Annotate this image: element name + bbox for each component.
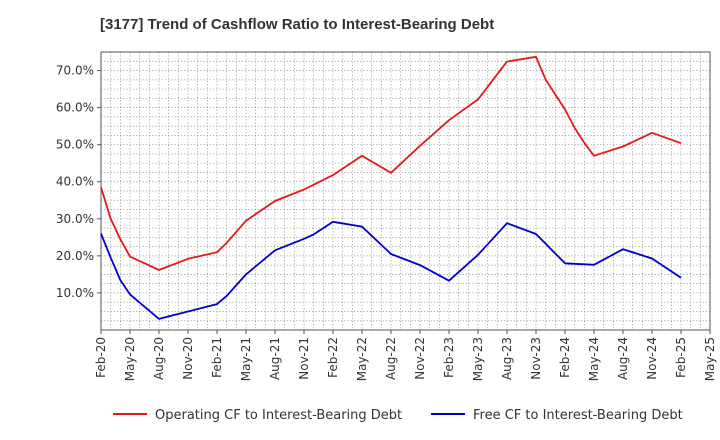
y-tick-label: 70.0% xyxy=(56,64,94,78)
x-tick-label: Feb-24 xyxy=(558,337,572,378)
y-tick-label: 10.0% xyxy=(56,286,94,300)
x-tick-label: Aug-23 xyxy=(500,337,514,380)
x-tick-label: Feb-23 xyxy=(442,337,456,378)
x-tick-label: Feb-22 xyxy=(326,337,340,378)
legend-label: Operating CF to Interest-Bearing Debt xyxy=(155,408,402,423)
y-tick-label: 50.0% xyxy=(56,138,94,152)
legend-label: Free CF to Interest-Bearing Debt xyxy=(473,408,683,423)
x-tick-label: May-20 xyxy=(123,337,137,381)
x-tick-label: Nov-20 xyxy=(181,337,195,380)
x-tick-label: Aug-20 xyxy=(152,337,166,380)
x-axis: Feb-20 May-20 Aug-20 Nov-20 Feb-21 May-21 Aug-… xyxy=(94,330,717,381)
chart-title: [3177] Trend of Cashflow Ratio to Intere… xyxy=(100,16,494,33)
y-tick-label: 40.0% xyxy=(56,175,94,189)
x-tick-label: Feb-25 xyxy=(674,337,688,378)
x-tick-label: Nov-22 xyxy=(413,337,427,380)
x-tick-label: May-21 xyxy=(239,337,253,381)
x-tick-label: Aug-22 xyxy=(384,337,398,380)
legend: Operating CF to Interest-Bearing Debt Fre… xyxy=(113,408,683,423)
x-tick-label: Aug-21 xyxy=(268,337,282,380)
x-tick-label: Nov-21 xyxy=(297,337,311,380)
y-axis: 10.0% 20.0% 30.0% 40.0% 50.0% 60.0% 70.0% xyxy=(56,64,101,300)
x-tick-label: Aug-24 xyxy=(616,337,630,380)
x-tick-label: May-23 xyxy=(471,337,485,381)
y-tick-label: 20.0% xyxy=(56,249,94,263)
y-tick-label: 30.0% xyxy=(56,212,94,226)
x-tick-label: Nov-24 xyxy=(645,337,659,380)
x-tick-label: May-24 xyxy=(587,337,601,381)
plot-area-frame xyxy=(100,51,711,331)
x-tick-label: Feb-21 xyxy=(210,337,224,378)
grid xyxy=(101,52,710,330)
x-tick-label: Feb-20 xyxy=(94,337,108,378)
x-tick-label: May-25 xyxy=(703,337,717,381)
x-tick-label: May-22 xyxy=(355,337,369,381)
series-group xyxy=(100,55,682,320)
x-tick-label: Nov-23 xyxy=(529,337,543,380)
series-line-operating-cf xyxy=(100,55,682,271)
series-line-free-cf xyxy=(100,220,682,320)
y-tick-label: 60.0% xyxy=(56,101,94,115)
